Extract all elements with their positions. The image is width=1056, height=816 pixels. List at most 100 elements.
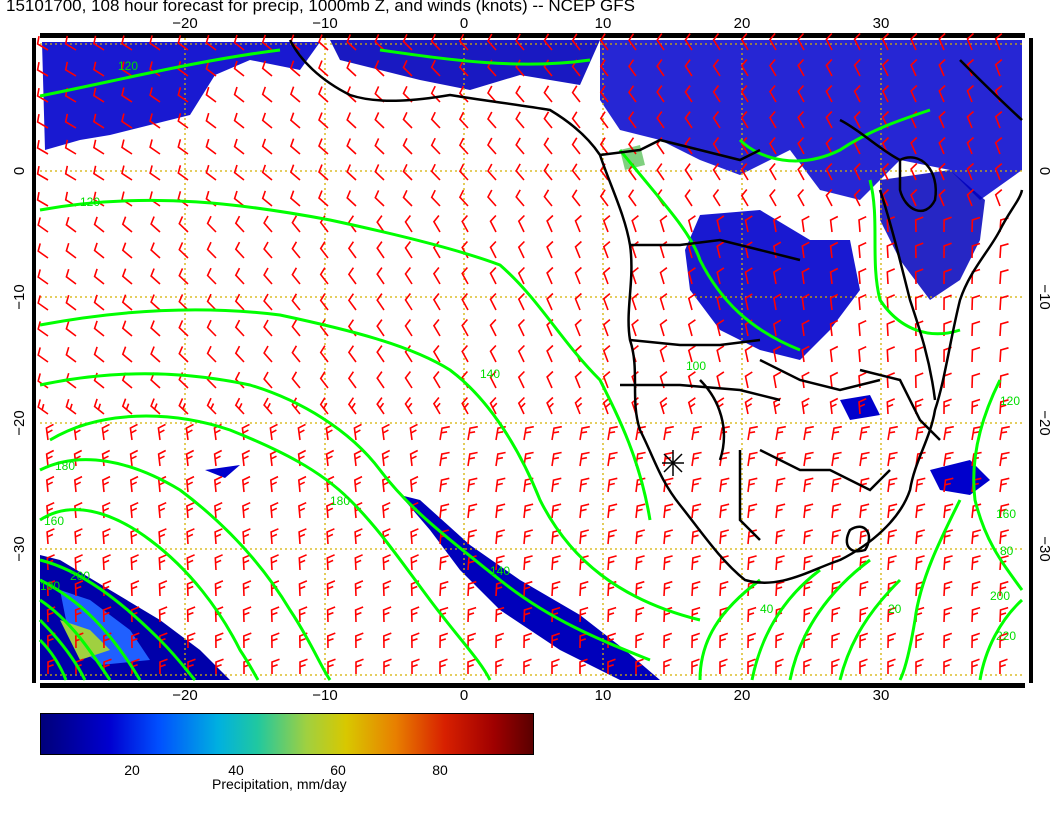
wind-barb [404, 319, 413, 337]
wind-barb [150, 398, 161, 415]
wind-barb [121, 87, 133, 103]
wind-barb [797, 110, 805, 129]
wind-barb [719, 503, 730, 519]
wind-barb [270, 554, 279, 571]
wind-barb [773, 215, 782, 233]
wind-barb [157, 449, 167, 467]
wind-barb [102, 606, 112, 623]
wind-barb [410, 554, 419, 571]
wind-barb [635, 606, 645, 623]
wind-barb [853, 84, 861, 103]
wind-barb [523, 555, 533, 571]
wind-barb [150, 268, 161, 285]
wind-barb [92, 35, 105, 51]
wind-barb [186, 501, 195, 519]
wind-barb [319, 371, 329, 389]
wind-barb [467, 503, 478, 519]
wind-barb [858, 345, 867, 363]
wind-barb [430, 85, 441, 103]
wind-barb [684, 137, 693, 155]
wind-barb [994, 162, 1003, 181]
wind-barb [747, 477, 758, 493]
wind-barb [910, 58, 918, 77]
wind-barb [205, 138, 217, 155]
wind-barb [270, 606, 280, 623]
wind-barb [234, 345, 245, 363]
wind-barb [158, 580, 168, 597]
wind-barb [234, 215, 245, 233]
wind-barb [261, 190, 273, 207]
wind-barb [607, 658, 616, 674]
wind-barb [881, 32, 890, 51]
wind-barb [326, 501, 335, 519]
wind-barb [831, 606, 841, 623]
wind-barb [353, 423, 362, 441]
wind-barb [430, 163, 441, 181]
contour-label: 20 [888, 602, 902, 616]
wind-barb [523, 529, 534, 545]
wind-barb [859, 503, 870, 519]
wind-barb [374, 112, 385, 129]
wind-barb [579, 529, 590, 545]
wind-barb [206, 371, 217, 389]
wind-barb [773, 293, 782, 311]
wind-barb [37, 399, 49, 415]
wind-barb [740, 32, 749, 51]
wind-barb [546, 240, 554, 259]
wind-barb [326, 606, 336, 623]
wind-barb [213, 475, 223, 493]
wind-barb [574, 396, 583, 415]
wind-barb [410, 632, 420, 649]
wind-barb [205, 86, 217, 103]
colorbar-tick: 80 [432, 762, 448, 778]
wind-barb [347, 371, 357, 389]
wind-barb [346, 138, 357, 155]
wind-barb [158, 606, 168, 623]
wind-barb [744, 397, 753, 415]
wind-barb [691, 529, 702, 545]
wind-barb [887, 529, 898, 545]
wind-barb [858, 397, 867, 415]
wind-barb [635, 503, 646, 519]
wind-barb [803, 451, 814, 467]
wind-barb [178, 320, 189, 337]
wind-barb [402, 33, 413, 51]
contour-label: 100 [40, 579, 60, 593]
wind-barb [37, 321, 49, 337]
wind-barb [607, 529, 618, 545]
wind-barb [93, 216, 105, 233]
wind-barb [938, 84, 946, 103]
wind-barb [102, 554, 111, 571]
wind-barb [684, 33, 693, 51]
contour-label: 140 [480, 367, 500, 381]
wind-barb [291, 215, 301, 233]
wind-barb [831, 658, 840, 674]
wind-barb [719, 477, 730, 493]
wind-barb [93, 242, 105, 259]
wind-barb [943, 658, 952, 674]
wind-barb [121, 268, 133, 285]
precip-colorbar [40, 713, 534, 755]
wind-barb [233, 164, 245, 181]
wind-barb [801, 293, 810, 311]
wind-barb [886, 242, 896, 259]
wind-barb [571, 85, 581, 103]
wind-barb [233, 190, 245, 207]
wind-barb [149, 113, 161, 129]
wind-barb [214, 580, 224, 597]
wind-barb [45, 475, 55, 493]
wind-barb [574, 292, 582, 311]
wind-barb [607, 606, 617, 623]
wind-barb [744, 293, 753, 311]
wind-barb [915, 658, 924, 674]
wind-barb [186, 554, 195, 571]
wind-barb [291, 345, 301, 363]
wind-barb [121, 61, 133, 77]
wind-barb [886, 346, 896, 363]
wind-barb [628, 111, 637, 129]
wind-barb [825, 84, 833, 103]
wind-barb [910, 136, 918, 155]
wind-barb [233, 86, 245, 103]
wind-barb [347, 215, 357, 233]
wind-barb [346, 34, 357, 51]
